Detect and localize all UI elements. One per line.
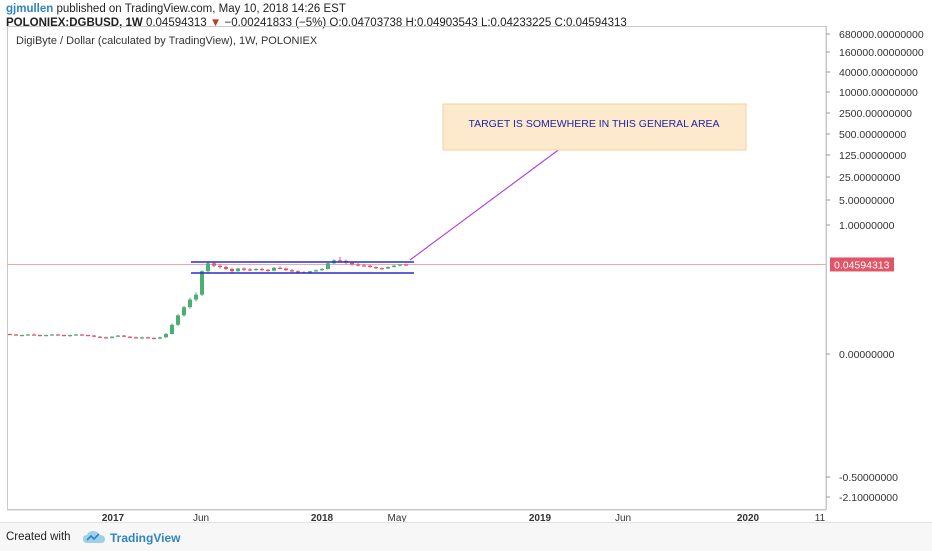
y-tick-label: -0.50000000: [839, 472, 898, 484]
footer: Created with TradingView: [0, 522, 932, 551]
y-tick-label: 125.00000000: [839, 150, 906, 162]
candle: [32, 333, 36, 336]
price-badge-text: 0.04594313: [834, 259, 890, 271]
y-axis: 680000.00000000 160000.00000000 40000.0000…: [825, 26, 924, 510]
candle: [278, 266, 282, 270]
candle: [98, 336, 102, 338]
candle: [206, 261, 210, 273]
candle: [14, 333, 18, 336]
candle: [260, 267, 264, 271]
created-with-label: Created with: [6, 531, 71, 543]
candle: [158, 336, 162, 340]
y-tick-label: 1.00000000: [839, 220, 895, 232]
y-tick-label: 2500.00000000: [839, 108, 912, 120]
candle: [176, 314, 180, 327]
candle: [326, 262, 330, 270]
candle: [74, 333, 78, 336]
candle: [362, 264, 366, 267]
candle: [248, 268, 252, 272]
candle: [56, 333, 60, 336]
down-triangle-icon: ▼: [209, 17, 222, 29]
candle: [386, 266, 390, 269]
x-tick-label: 2020: [737, 513, 760, 522]
candle: [266, 268, 270, 272]
candle: [284, 267, 288, 271]
candle: [62, 334, 66, 337]
candle: [122, 335, 126, 338]
candle: [116, 335, 120, 338]
x-tick-label: 2018: [311, 513, 334, 522]
tradingview-brand[interactable]: TradingView: [110, 531, 181, 545]
y-tick-label: 5.00000000: [839, 195, 895, 207]
price-chart[interactable]: 680000.00000000 160000.00000000 40000.0000…: [0, 0, 932, 522]
y-tick-label: 0.00000000: [839, 349, 895, 361]
y-tick-label: 160000.00000000: [839, 47, 924, 59]
tradingview-cloud-icon: [83, 531, 105, 543]
candle: [146, 336, 150, 339]
publish-info: published on TradingView.com, May 10, 20…: [56, 3, 346, 15]
x-tick-label: 2019: [529, 513, 552, 522]
candle: [338, 256, 342, 262]
candle: [170, 323, 174, 335]
candle: [164, 333, 168, 338]
candle: [356, 263, 360, 267]
candle: [212, 262, 216, 268]
candle: [152, 337, 156, 340]
candle: [374, 266, 378, 269]
candle: [68, 334, 72, 337]
author-name[interactable]: gjmullen: [6, 3, 54, 15]
annotation-text: TARGET IS SOMEWHERE IN THIS GENERAL AREA: [468, 118, 719, 130]
candle: [182, 305, 186, 317]
candle: [236, 267, 240, 272]
x-tick-label: 2017: [102, 513, 125, 522]
candle: [398, 263, 402, 267]
candle: [314, 269, 318, 272]
candle: [188, 297, 192, 309]
y-tick-label: 500.00000000: [839, 129, 906, 141]
x-tick-label: 11: [815, 513, 826, 522]
candle: [290, 268, 294, 273]
candle: [242, 267, 246, 271]
candle: [404, 263, 408, 266]
candle: [134, 336, 138, 339]
candle: [218, 264, 222, 269]
candle: [194, 292, 198, 302]
candle: [254, 268, 258, 271]
candle: [380, 267, 384, 270]
candle: [92, 335, 96, 338]
y-tick-label: 40000.00000000: [839, 67, 918, 79]
x-axis: 2017 Jun 2018 May 2019 Jun 2020 11: [7, 509, 826, 522]
candle: [320, 268, 324, 271]
y-tick-label: 25.00000000: [839, 172, 900, 184]
chart-title: DigiByte / Dollar (calculated by Trading…: [16, 35, 318, 47]
candle: [140, 336, 144, 340]
candle: [272, 267, 276, 272]
candles: [8, 256, 408, 340]
candle: [44, 334, 48, 337]
x-tick-label: Jun: [193, 513, 209, 522]
candle: [50, 333, 54, 336]
candle: [230, 267, 234, 273]
candle: [20, 334, 24, 337]
candle: [224, 265, 228, 271]
x-tick-label: May: [388, 513, 407, 522]
y-tick-label: 680000.00000000: [839, 29, 924, 41]
candle: [368, 264, 372, 268]
candle: [392, 265, 396, 268]
candle: [110, 336, 114, 339]
candle: [8, 333, 12, 336]
candle: [80, 333, 84, 336]
candle: [104, 336, 108, 339]
price-badge: [830, 257, 894, 272]
candle: [128, 336, 132, 338]
y-tick-label: 10000.00000000: [839, 87, 918, 99]
candle: [38, 334, 42, 337]
candle: [86, 334, 90, 337]
candle: [26, 333, 30, 336]
annotation-box[interactable]: [442, 103, 747, 151]
y-tick-label: -2.10000000: [839, 492, 898, 504]
candle: [200, 270, 204, 297]
x-tick-label: Jun: [615, 513, 631, 522]
